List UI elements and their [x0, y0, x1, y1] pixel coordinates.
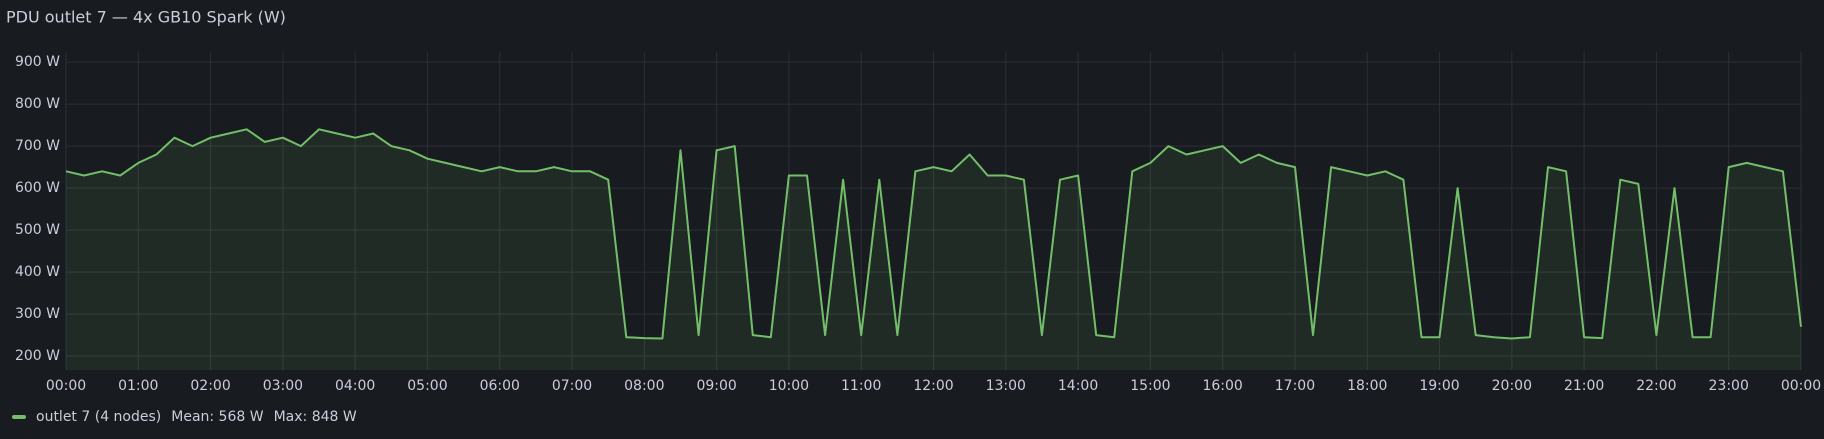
x-tick-label: 06:00 — [480, 378, 520, 394]
x-tick-label: 19:00 — [1419, 378, 1459, 394]
y-tick-label: 700 W — [15, 138, 60, 154]
x-tick-label: 01:00 — [118, 378, 158, 394]
x-tick-label: 00:00 — [1781, 378, 1821, 394]
y-tick-label: 300 W — [15, 306, 60, 322]
x-tick-label: 22:00 — [1636, 378, 1676, 394]
x-tick-label: 12:00 — [913, 378, 953, 394]
x-tick-label: 05:00 — [407, 378, 447, 394]
x-tick-label: 04:00 — [335, 378, 375, 394]
y-tick-label: 900 W — [15, 54, 60, 70]
x-tick-label: 18:00 — [1347, 378, 1387, 394]
x-tick-label: 20:00 — [1492, 378, 1532, 394]
panel-title: PDU outlet 7 — 4x GB10 Spark (W) — [6, 8, 286, 27]
x-tick-label: 23:00 — [1709, 378, 1749, 394]
series-line — [65, 128, 1802, 340]
legend-swatch — [12, 415, 26, 419]
x-tick-label: 07:00 — [552, 378, 592, 394]
x-tick-label: 21:00 — [1564, 378, 1604, 394]
x-tick-label: 16:00 — [1202, 378, 1242, 394]
y-tick-label: 400 W — [15, 264, 60, 280]
y-tick-label: 800 W — [15, 96, 60, 112]
y-tick-label: 200 W — [15, 348, 60, 364]
legend-stat: Max: 848 W — [274, 409, 357, 425]
x-tick-label: 10:00 — [769, 378, 809, 394]
x-tick-label: 15:00 — [1130, 378, 1170, 394]
x-tick-label: 00:00 — [46, 378, 86, 394]
x-tick-label: 09:00 — [696, 378, 736, 394]
area-fill — [66, 129, 1801, 370]
legend-stat: Mean: 568 W — [171, 409, 263, 425]
x-tick-label: 03:00 — [263, 378, 303, 394]
legend-label: outlet 7 (4 nodes) — [36, 409, 161, 425]
y-tick-label: 600 W — [15, 180, 60, 196]
x-tick-label: 08:00 — [624, 378, 664, 394]
x-tick-label: 13:00 — [986, 378, 1026, 394]
x-tick-label: 11:00 — [841, 378, 881, 394]
x-tick-label: 17:00 — [1275, 378, 1315, 394]
x-tick-label: 02:00 — [190, 378, 230, 394]
x-tick-label: 14:00 — [1058, 378, 1098, 394]
y-tick-label: 500 W — [15, 222, 60, 238]
